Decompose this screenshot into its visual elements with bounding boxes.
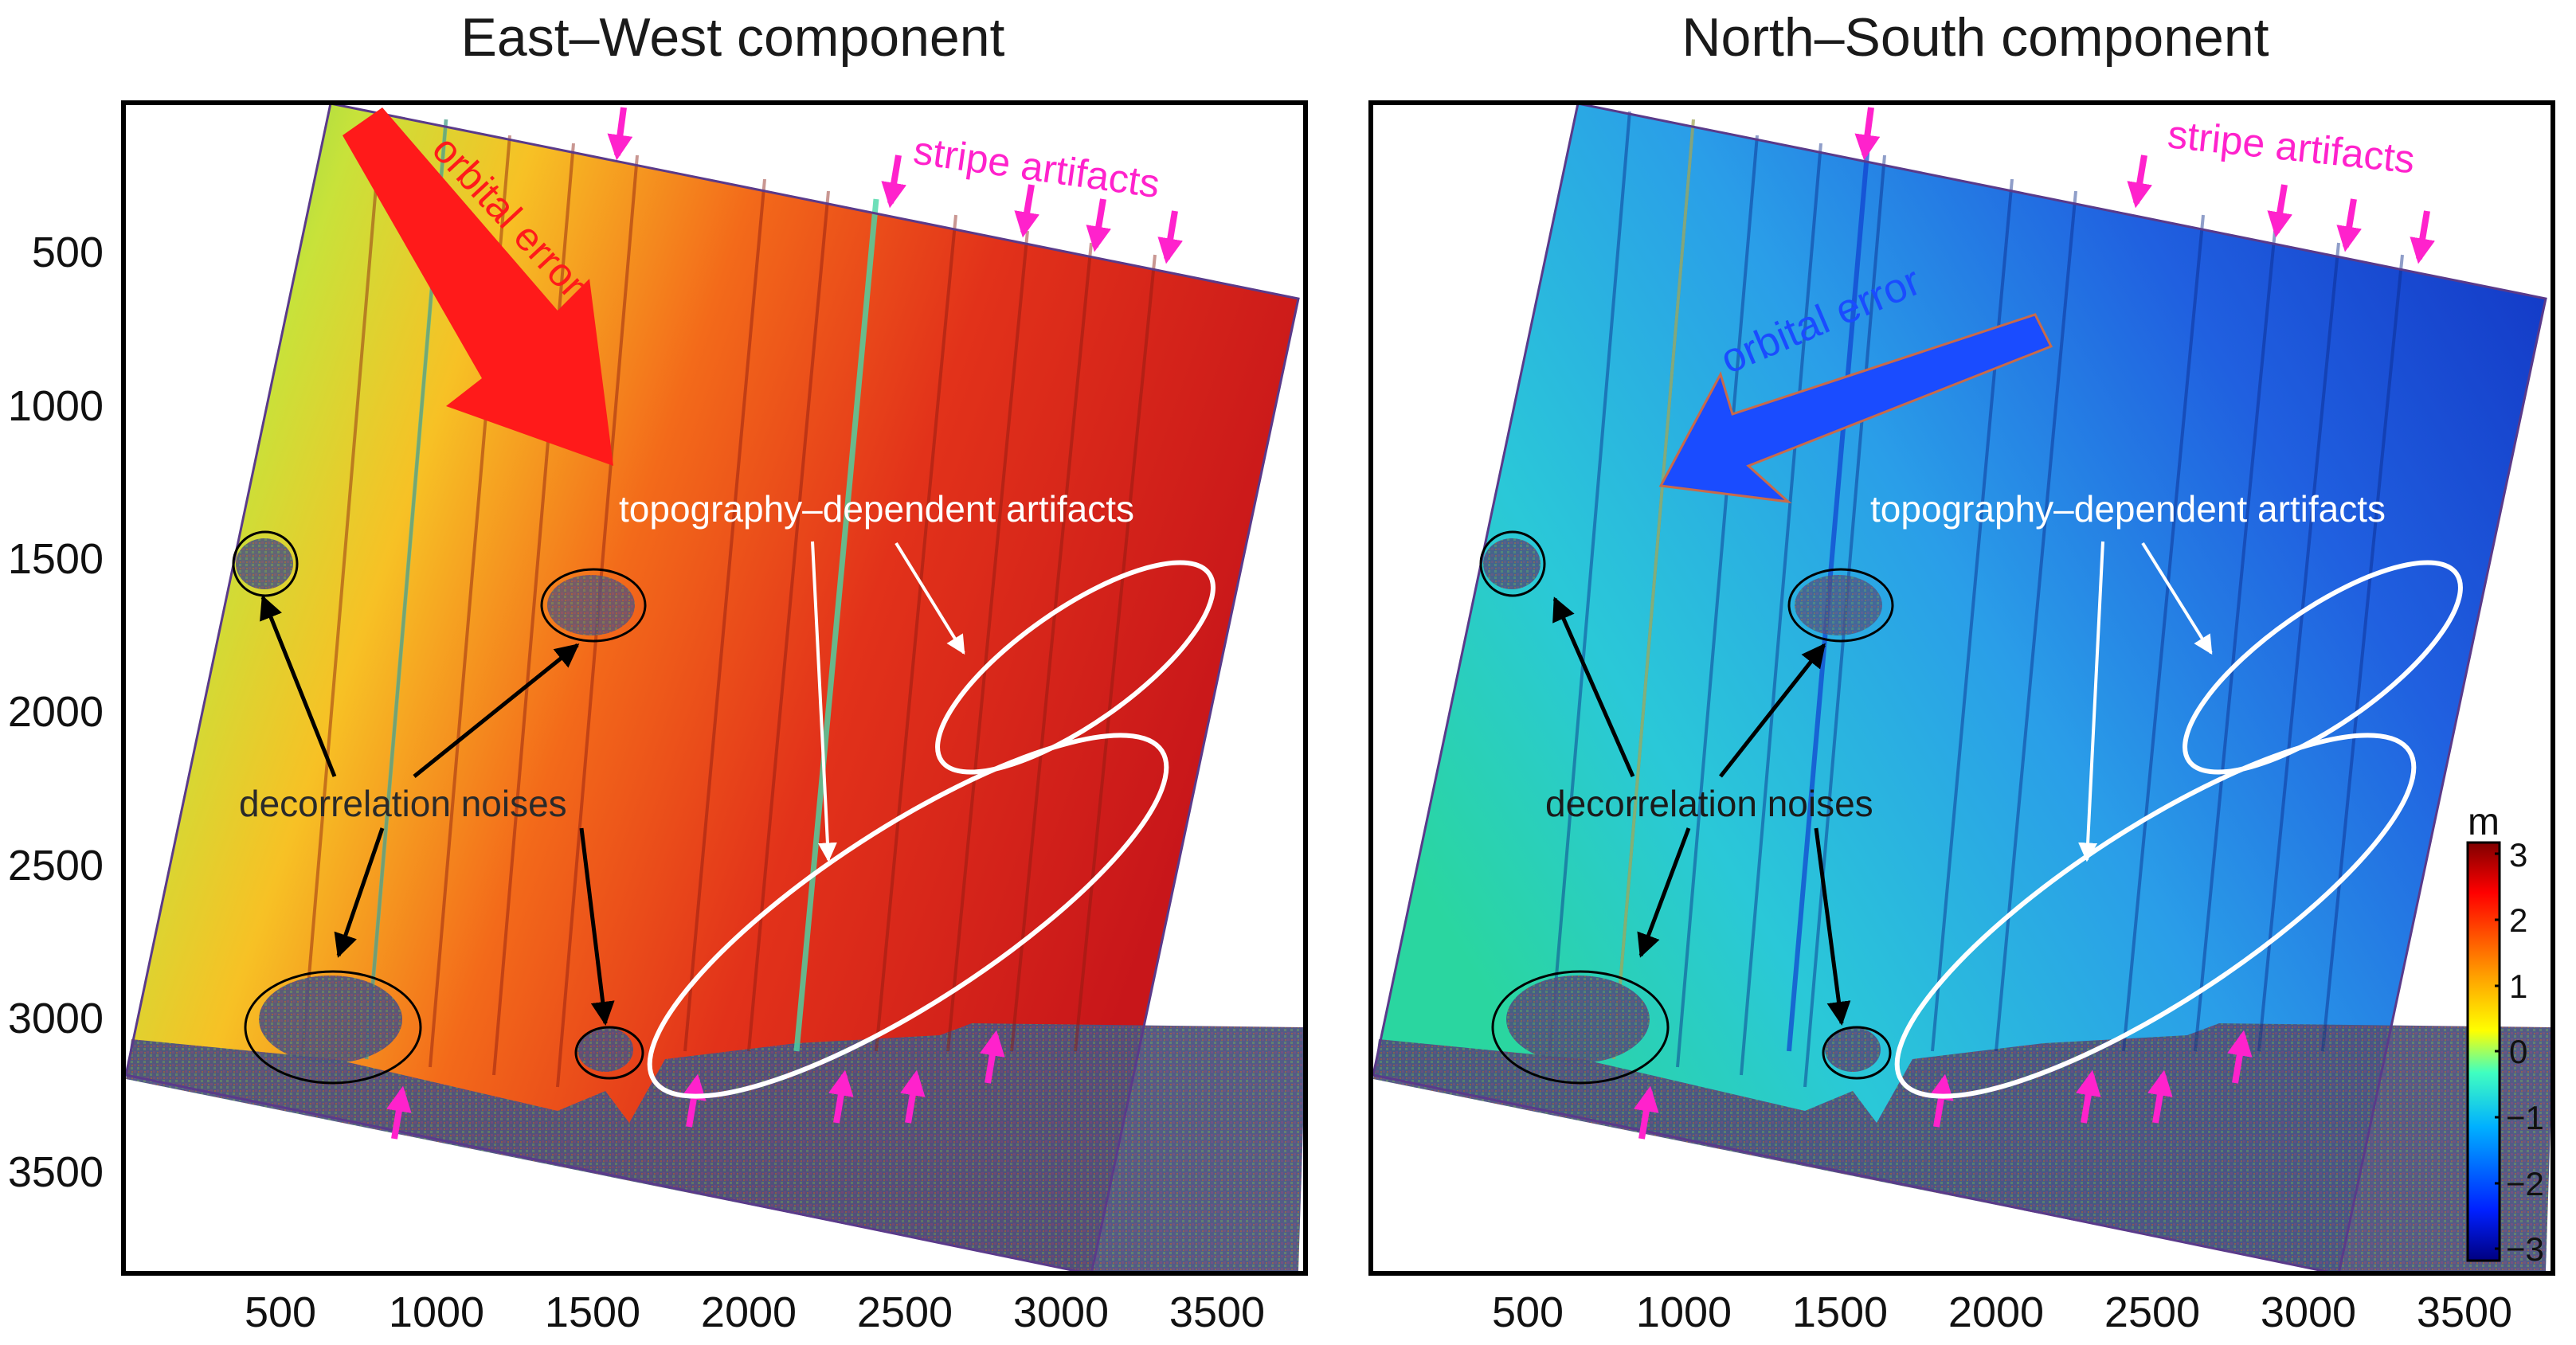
- ew-decorr-ellipse-4: [574, 1026, 644, 1080]
- ns-decorrelation-label: decorrelation noises: [1545, 783, 1873, 824]
- ns-xtick-3500: 3500: [2417, 1288, 2512, 1336]
- ns-decorr-ellipse-2: [1787, 568, 1894, 643]
- colorbar-tick-0: 0: [2509, 1033, 2527, 1070]
- ew-decorr-ellipse-3: [244, 970, 422, 1085]
- ns-stripe-arrows-bottom: [1634, 1030, 2253, 1140]
- colorbar: m 3 2 1 0 −1 −2 −3: [2466, 801, 2544, 1268]
- ns-decorr-ellipse-4: [1822, 1026, 1892, 1080]
- colorbar-tick-2: 2: [2509, 901, 2527, 939]
- ns-panel-title: North–South component: [1681, 7, 2269, 68]
- ew-ytick-500: 500: [32, 229, 104, 276]
- ns-x-axis: 500 1000 1500 2000 2500 3000 3500: [1492, 1288, 2512, 1336]
- ns-orbital-error-arrow: [1658, 313, 2053, 504]
- ns-decorrelated-sea: [1373, 1023, 2551, 1271]
- ew-topo-ellipse-lower: [647, 733, 1169, 1099]
- ew-decorrelation-label: decorrelation noises: [239, 783, 567, 824]
- ns-xtick-2000: 2000: [1948, 1288, 2044, 1336]
- colorbar-tick-1: 1: [2509, 968, 2527, 1005]
- ew-xtick-1000: 1000: [389, 1288, 484, 1336]
- ew-ytick-1000: 1000: [8, 382, 104, 430]
- ew-ytick-2500: 2500: [8, 842, 104, 889]
- ew-xtick-2500: 2500: [857, 1288, 953, 1336]
- ew-xtick-500: 500: [245, 1288, 316, 1336]
- ns-map: [1373, 105, 2551, 1271]
- ew-ytick-3000: 3000: [8, 995, 104, 1042]
- ns-xtick-1500: 1500: [1792, 1288, 1888, 1336]
- ew-map: [126, 105, 1303, 1271]
- ew-panel-title: East–West component: [460, 7, 1005, 68]
- colorbar-gradient: [2466, 841, 2501, 1262]
- ew-topography-label: topography–dependent artifacts: [619, 488, 1134, 530]
- ns-topography-label: topography–dependent artifacts: [1870, 488, 2386, 530]
- ew-y-axis: 500 1000 1500 2000 2500 3000 3500: [8, 229, 104, 1196]
- ew-ytick-2000: 2000: [8, 688, 104, 736]
- ew-xtick-1500: 1500: [545, 1288, 640, 1336]
- ew-ytick-1500: 1500: [8, 535, 104, 583]
- ns-displacement-field: [1373, 105, 2546, 1271]
- ew-stripe-arrows-top: [607, 107, 1183, 264]
- ew-decorrelated-sea: [126, 1023, 1303, 1271]
- ew-xtick-3000: 3000: [1013, 1288, 1109, 1336]
- ew-displacement-field: [126, 105, 1298, 1271]
- colorbar-tick-neg3: −3: [2506, 1230, 2544, 1268]
- colorbar-tick-neg1: −1: [2506, 1099, 2544, 1136]
- ns-xtick-3000: 3000: [2261, 1288, 2356, 1336]
- ns-xtick-1000: 1000: [1636, 1288, 1732, 1336]
- ew-decorr-ellipse-2: [540, 568, 647, 643]
- ns-stripe-arrows-top: [1854, 107, 2435, 264]
- ew-xtick-3500: 3500: [1169, 1288, 1265, 1336]
- ns-decorr-ellipse-1: [1479, 530, 1546, 597]
- colorbar-unit-label: m: [2468, 801, 2500, 843]
- ew-topo-ellipse-upper: [935, 560, 1216, 775]
- colorbar-tick-3: 3: [2509, 836, 2527, 874]
- ns-topo-ellipse-lower: [1894, 733, 2417, 1099]
- ns-stripe-artifacts-label: stripe artifacts: [2166, 111, 2417, 182]
- ns-decorr-ellipse-3: [1491, 970, 1670, 1085]
- ns-xtick-2500: 2500: [2104, 1288, 2200, 1336]
- ew-ytick-3500: 3500: [8, 1148, 104, 1196]
- ew-orbital-error-arrow: [343, 108, 613, 466]
- ns-topo-ellipse-upper: [2183, 560, 2463, 775]
- ew-stripe-artifacts-label: stripe artifacts: [910, 127, 1162, 206]
- colorbar-tick-neg2: −2: [2506, 1165, 2544, 1202]
- ew-x-axis: 500 1000 1500 2000 2500 3000 3500: [245, 1288, 1265, 1336]
- ns-xtick-500: 500: [1492, 1288, 1564, 1336]
- ew-xtick-2000: 2000: [701, 1288, 797, 1336]
- ew-stripe-arrows-bottom: [386, 1030, 1005, 1140]
